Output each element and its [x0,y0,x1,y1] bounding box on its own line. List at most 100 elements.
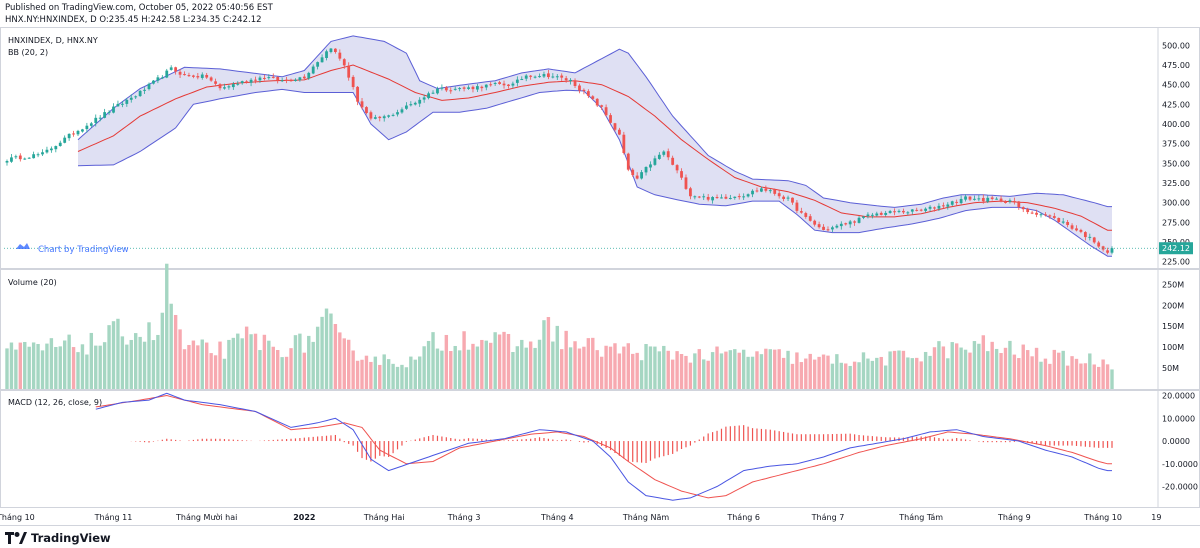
candle [604,104,608,117]
volume-tick-label: 250M [1162,280,1184,289]
volume-bar [848,365,852,389]
volume-bar [386,359,391,389]
candle-body [1101,246,1105,250]
candle-body [564,78,568,81]
candle-body [444,87,448,91]
candle [231,81,235,90]
volume-bar [182,349,187,389]
candle-body [280,80,284,82]
volume-bar [688,362,693,389]
candle-body [5,160,9,163]
volume-bar [515,346,520,389]
candle-body [862,216,865,218]
candle [1004,200,1007,204]
candle [746,193,750,198]
candle [63,135,67,144]
macd-line [95,392,1112,501]
candle-body [107,112,111,114]
volume-bar [1003,347,1008,389]
candle-body [72,133,75,135]
candle-body [786,197,790,199]
candle-body [547,73,550,78]
bb-lower-line [77,88,1112,257]
candle-body [471,86,475,90]
volume-bar [1052,349,1057,389]
candle [493,81,497,86]
candle [41,149,44,157]
candle-body [1039,214,1043,216]
candle-body [1004,201,1007,203]
volume-bar [151,340,156,389]
candle [223,83,226,90]
volume-bar [320,316,324,389]
candle [236,81,240,86]
price-legend-symbol: HNXINDEX, D, HNX.NY [8,36,98,45]
volume-bar [746,356,750,389]
volume-bar [204,342,209,389]
time-tick-label: Tháng 4 [540,513,574,522]
candle-body [680,171,683,178]
candle [129,94,133,103]
candle [626,152,630,172]
volume-bar [147,322,151,389]
candle-body [706,196,710,200]
candle [657,152,661,160]
price-tick-label: 300.00 [1162,199,1190,208]
volume-bar [395,366,400,389]
candle-body [138,90,142,97]
candle-body [919,209,923,211]
candle [1026,207,1030,215]
candle-body [635,175,639,179]
volume-bar [382,354,386,389]
candle [662,150,666,157]
chart[interactable]: 500.00 475.00 450.00 425.00 400.00 375.00 350.… [0,0,1200,525]
candle [862,215,865,220]
candle [1083,231,1087,241]
candle-body [1097,242,1101,247]
candle-body [360,101,364,108]
volume-bar [1034,347,1039,389]
candle [724,194,728,200]
candle [72,130,75,137]
candle [551,73,555,79]
volume-bar [36,343,40,389]
candle [249,78,253,87]
volume-bar [58,346,62,389]
price-tick-label: 475.00 [1162,61,1190,70]
candle-body [662,151,666,155]
volume-bar [267,340,271,389]
candle [89,121,93,128]
candle-body [711,197,715,201]
volume-bar [857,362,861,389]
candle-body [240,81,244,84]
candle-body [799,211,803,213]
tradingview-logo[interactable]: TradingView [5,531,111,545]
candle [644,166,648,176]
candle-body [129,97,133,100]
volume-bar [648,346,653,389]
candle [1110,246,1114,255]
candle-body [14,156,18,158]
candle [5,159,9,166]
candle-body [1026,208,1030,213]
volume-bar [302,352,307,389]
candle-body [853,221,857,223]
candle-body [427,93,430,99]
volume-bar [422,346,426,389]
candle [760,186,763,193]
candle [995,197,999,200]
published-header: Published on TradingView.com, October 05… [5,3,273,13]
volume-bar [178,329,182,389]
time-tick-label: 2022 [293,513,315,522]
candle [897,209,901,214]
candle-body [338,52,342,59]
tradingview-logo-text: TradingView [31,531,111,545]
volume-bar [972,341,977,389]
volume-bar [808,353,812,389]
candle-body [835,225,839,228]
volume-bar [360,359,364,389]
candle [586,89,590,99]
candle-body [396,112,399,115]
candle-body [609,115,612,123]
volume-bar [737,352,741,389]
